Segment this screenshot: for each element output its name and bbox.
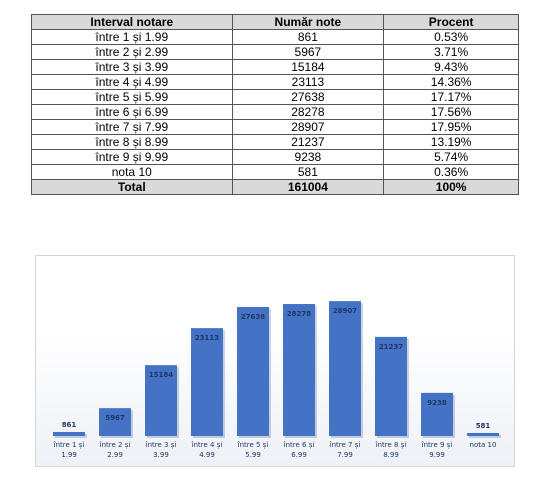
table-row: între 4 și 4.99 23113 14.36% [31,74,519,90]
cell-interval: nota 10 [31,164,233,180]
bar [99,408,131,436]
bar [237,307,269,436]
cell-percent: 17.56% [383,104,519,120]
cell-percent: 9.43% [383,59,519,75]
x-tick-label: 3.99 [153,451,169,459]
x-tick-label: 7.99 [337,451,353,459]
bar [145,365,177,436]
bar [283,304,315,436]
x-tick-label: între 7 și [329,441,361,449]
cell-percent: 3.71% [383,44,519,60]
cell-interval: între 1 și 1.99 [31,29,233,45]
bar-data-label: 21237 [379,343,403,351]
cell-percent: 14.36% [383,74,519,90]
table-row: între 1 și 1.99 861 0.53% [31,29,519,45]
x-tick-label: 9.99 [429,451,445,459]
table-row: între 7 și 7.99 28907 17.95% [31,119,519,135]
x-tick-label: între 1 și [53,441,85,449]
bar-data-label: 27638 [241,313,265,321]
x-tick-label: 1.99 [61,451,77,459]
table-row: între 6 și 6.99 28278 17.56% [31,104,519,120]
table-total-row: Total 161004 100% [31,179,519,195]
bar [421,392,453,436]
bar [329,301,361,436]
x-tick-label: 8.99 [383,451,399,459]
table-row: între 5 și 5.99 27638 17.17% [31,89,519,105]
cell-percent: 13.19% [383,134,519,150]
bar-data-label: 28907 [333,307,357,315]
bar-chart: 861 între 1 și 1.99 5967 între 2 și 2.99 15184… [35,255,515,467]
bar-data-label: 9238 [427,399,447,407]
cell-percent: 0.36% [383,164,519,180]
total-percent: 100% [383,179,519,195]
cell-percent: 17.17% [383,89,519,105]
x-tick-label: între 4 și [191,441,223,449]
x-tick-label: 5.99 [245,451,261,459]
table-row: între 9 și 9.99 9238 5.74% [31,149,519,165]
bar-data-label: 861 [62,421,77,429]
table-row: între 2 și 2.99 5967 3.71% [31,44,519,60]
bar [191,328,223,436]
table-row: nota 10 581 0.36% [31,164,519,180]
cell-interval: între 9 și 9.99 [31,149,233,165]
x-tick-label: 2.99 [107,451,123,459]
header-interval: Interval notare [31,14,233,30]
total-label: Total [31,179,233,195]
header-percent: Procent [383,14,519,30]
cell-percent: 0.53% [383,29,519,45]
x-tick-label: între 2 și [99,441,131,449]
cell-interval: între 2 și 2.99 [31,44,233,60]
x-tick-label: între 8 și [375,441,407,449]
cell-count: 5967 [231,44,385,60]
bar-chart-svg: 861 între 1 și 1.99 5967 între 2 și 2.99 15184… [53,301,501,459]
bar [467,433,499,436]
cell-count: 27638 [231,89,385,105]
bar-data-label: 5967 [105,414,125,422]
cell-interval: între 7 și 7.99 [31,119,233,135]
x-tick-label: între 6 și [283,441,315,449]
cell-count: 21237 [231,134,385,150]
bar-data-label: 15184 [149,371,173,379]
cell-count: 28278 [231,104,385,120]
table-header-row: Interval notare Număr note Procent [31,14,519,30]
total-count: 161004 [231,179,385,195]
cell-percent: 17.95% [383,119,519,135]
x-tick-label: între 9 și [421,441,453,449]
header-count: Număr note [231,14,385,30]
x-tick-label: 4.99 [199,451,215,459]
cell-percent: 5.74% [383,149,519,165]
bar-shadow [469,435,501,438]
x-tick-label: nota 10 [470,441,497,449]
cell-interval: între 5 și 5.99 [31,89,233,105]
table-row: între 3 și 3.99 15184 9.43% [31,59,519,75]
cell-interval: între 3 și 3.99 [31,59,233,75]
bar-data-label: 581 [476,422,491,430]
cell-interval: între 6 și 6.99 [31,104,233,120]
x-tick-label: între 3 și [145,441,177,449]
cell-count: 15184 [231,59,385,75]
cell-count: 9238 [231,149,385,165]
cell-count: 581 [231,164,385,180]
x-tick-label: 6.99 [291,451,307,459]
x-tick-label: între 5 și [237,441,269,449]
bar [375,336,407,436]
table-row: între 8 și 8.99 21237 13.19% [31,134,519,150]
cell-count: 23113 [231,74,385,90]
bar [53,431,85,436]
bar-data-label: 28278 [287,310,311,318]
cell-count: 28907 [231,119,385,135]
cell-interval: între 4 și 4.99 [31,74,233,90]
bar-data-label: 23113 [195,334,219,342]
cell-count: 861 [231,29,385,45]
grades-table: Interval notare Număr note Procent între… [31,14,519,195]
cell-interval: între 8 și 8.99 [31,134,233,150]
